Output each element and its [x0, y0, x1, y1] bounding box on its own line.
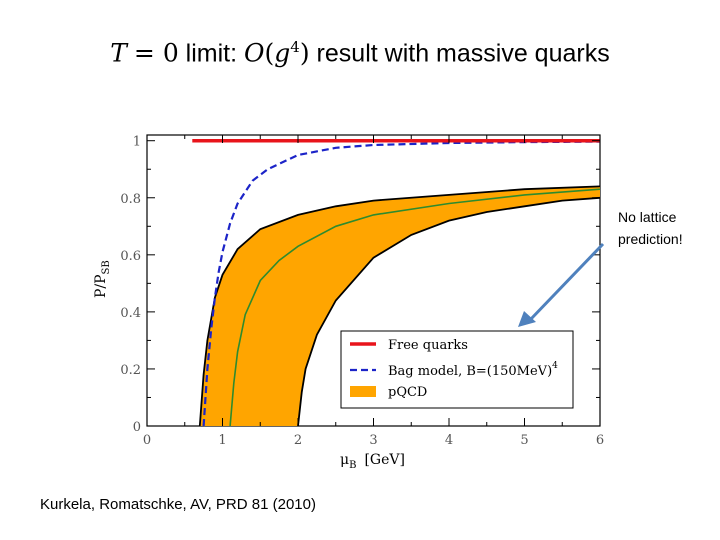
slide-title: T = 0 limit: O(g4) result with massive q… [0, 38, 720, 68]
pqcd-lower-line [297, 196, 601, 427]
x-tick-label-5: 5 [520, 433, 528, 448]
title-text-limit: limit: [178, 39, 245, 68]
y-axis-label: P/PSB [93, 260, 112, 298]
citation: Kurkela, Romatschke, AV, PRD 81 (2010) [40, 496, 316, 513]
y-tick-label-1: 0.2 [120, 363, 141, 378]
bag-model-line [202, 140, 601, 427]
x-tick-label-1: 1 [218, 433, 226, 448]
x-axis-label-sub: B [349, 460, 356, 471]
y-tick-label-0: 0 [133, 420, 141, 435]
pqcd-central-line [229, 188, 601, 427]
legend-label-free-quarks: Free quarks [388, 338, 468, 353]
arrow-head [518, 311, 536, 327]
x-axis-label: μB [GeV] [340, 452, 405, 471]
legend-box [340, 330, 574, 409]
y-tick-label-2: 0.4 [120, 306, 141, 321]
y-axis-label-main: P/P [93, 274, 109, 298]
y-tick-label-3: 0.6 [120, 249, 141, 264]
title-text-rest: result with massive quarks [309, 39, 610, 68]
x-axis-label-unit: [GeV] [364, 452, 405, 468]
legend-label-pqcd: pQCD [388, 385, 427, 400]
title-math-paren-open: ( [264, 38, 275, 68]
legend-swatch-pqcd [350, 386, 376, 397]
legend: Free quarks Bag model, B=(150MeV)4 pQCD [340, 330, 574, 409]
note-line-1: No lattice [618, 209, 677, 225]
series-layer [192, 138, 601, 427]
x-tick-label-4: 4 [445, 433, 453, 448]
note-line-2: prediction! [618, 231, 683, 247]
title-math-t: T [110, 38, 127, 68]
y-tick-label-4: 0.8 [120, 192, 141, 207]
y-tick-label-5: 1 [133, 135, 141, 150]
annotation-arrow [518, 242, 605, 327]
x-axis-label-symbol: μ [340, 452, 349, 468]
title-math-g: g [274, 38, 291, 68]
legend-label-bag-model: Bag model, B=(150MeV)4 [388, 361, 558, 379]
annotation-note: No lattice prediction! [618, 206, 718, 250]
title-math-exp: 4 [290, 38, 300, 56]
pqcd-band-layer [198, 185, 601, 427]
x-tick-label-3: 3 [369, 433, 377, 448]
x-tick-label-0: 0 [143, 433, 151, 448]
arrow-shaft [528, 242, 605, 322]
title-math-paren-close: ) [299, 38, 310, 68]
title-math-eq: = 0 [133, 38, 179, 68]
title-math-o: O [244, 38, 265, 68]
x-tick-label-6: 6 [596, 433, 604, 448]
legend-label-bag-model-text: Bag model, B=(150MeV) [388, 364, 552, 379]
x-tick-label-2: 2 [294, 433, 302, 448]
legend-label-bag-model-sup: 4 [552, 361, 558, 371]
pqcd-upper-line [198, 185, 601, 427]
pqcd-band [199, 186, 601, 426]
axis-ticks: 0 1 2 3 4 5 6 0 0.2 0.4 0.6 0.8 1 [120, 135, 604, 448]
y-axis-label-sub: SB [101, 260, 112, 274]
